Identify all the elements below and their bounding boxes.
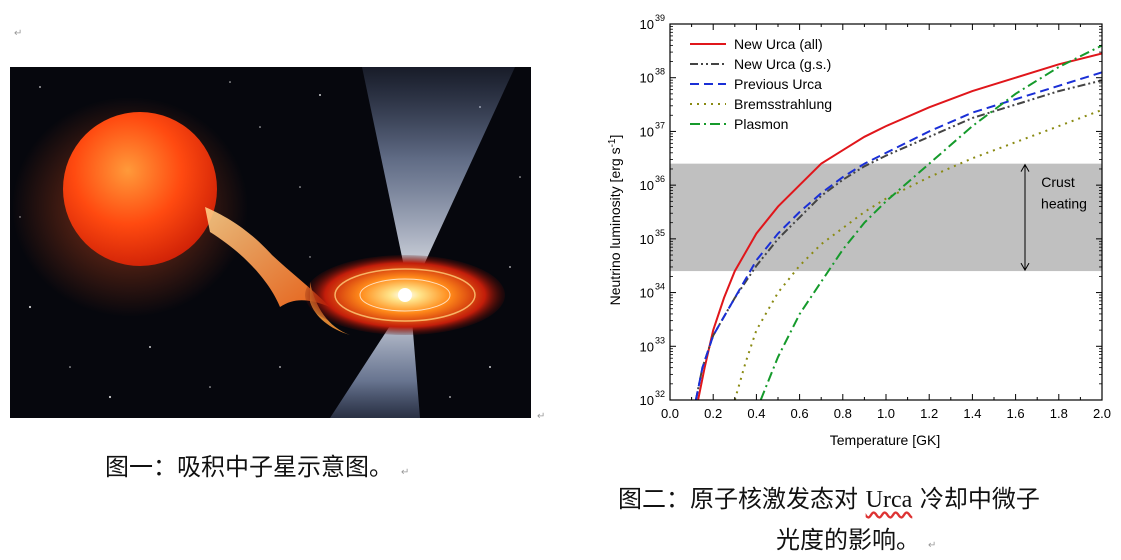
legend-label: Bremsstrahlung (734, 96, 832, 112)
x-tick-label: 0.2 (704, 406, 722, 421)
figure2-caption-line2: 光度的影响。 ↵ (776, 526, 937, 554)
arrow-head-down (1020, 262, 1030, 272)
urca-word: Urca (865, 487, 913, 513)
y-tick-exponent: 37 (655, 120, 665, 130)
x-tick-label: 0.6 (791, 406, 809, 421)
stars-field (19, 81, 521, 399)
series-line-previous-urca (694, 71, 1102, 400)
y-tick-label: 10 (640, 124, 654, 139)
y-tick-exponent: 39 (655, 13, 665, 23)
x-tick-label: 1.8 (1050, 406, 1068, 421)
x-tick-label: 0.8 (834, 406, 852, 421)
y-tick-label: 10 (640, 393, 654, 408)
figure1-caption: 图一：吸积中子星示意图。 ↵ (105, 453, 410, 481)
band-annotation-line1: Crust (1041, 174, 1075, 190)
y-tick-label: 10 (640, 286, 654, 301)
neutron-star (398, 288, 412, 302)
x-tick-label: 1.0 (877, 406, 895, 421)
neutron-star-illustration (10, 67, 531, 418)
legend-label: Plasmon (734, 116, 788, 132)
x-tick-label: 1.2 (920, 406, 938, 421)
band-annotation-line2: heating (1041, 196, 1087, 212)
arrow-head-up (1020, 163, 1030, 172)
legend-label: New Urca (g.s.) (734, 56, 831, 72)
y-tick-label: 10 (640, 71, 654, 86)
paragraph-mark: ↵ (537, 411, 546, 422)
companion-star (63, 112, 217, 266)
x-axis-label: Temperature [GK] (830, 432, 941, 448)
y-tick-exponent: 36 (655, 174, 665, 184)
y-tick-label: 10 (640, 17, 654, 32)
y-tick-label: 10 (640, 178, 654, 193)
y-tick-label: 10 (640, 339, 654, 354)
series-line-plasmon (759, 44, 1102, 400)
paragraph-mark: ↵ (401, 467, 410, 478)
x-tick-label: 0.4 (747, 406, 765, 421)
y-tick-exponent: 35 (655, 228, 665, 238)
y-tick-exponent: 33 (655, 335, 665, 345)
y-tick-exponent: 38 (655, 67, 665, 77)
paragraph-mark: ↵ (14, 28, 23, 39)
y-tick-exponent: 34 (655, 282, 665, 292)
y-tick-label: 10 (640, 232, 654, 247)
x-tick-label: 0.0 (661, 406, 679, 421)
neutrino-luminosity-chart: Crust heating 0.0 0.2 0.4 0.6 0.8 1.0 1.2 1.4 1.6 1… (607, 13, 1112, 448)
x-tick-label: 1.4 (963, 406, 981, 421)
figure2-caption-line1: 图二：原子核激发态对 Urca 冷却中微子 (618, 485, 1040, 513)
series-line-new-urca-all (697, 52, 1102, 400)
crust-heating-band (670, 163, 1102, 272)
legend-label: New Urca (all) (734, 36, 823, 52)
y-axis-label: Neutrino luminosity [erg s-1] (607, 135, 624, 306)
x-tick-label: 2.0 (1093, 406, 1111, 421)
y-tick-exponent: 32 (655, 389, 665, 399)
x-tick-label: 1.6 (1007, 406, 1025, 421)
legend-label: Previous Urca (734, 76, 822, 92)
paragraph-mark: ↵ (928, 540, 937, 551)
